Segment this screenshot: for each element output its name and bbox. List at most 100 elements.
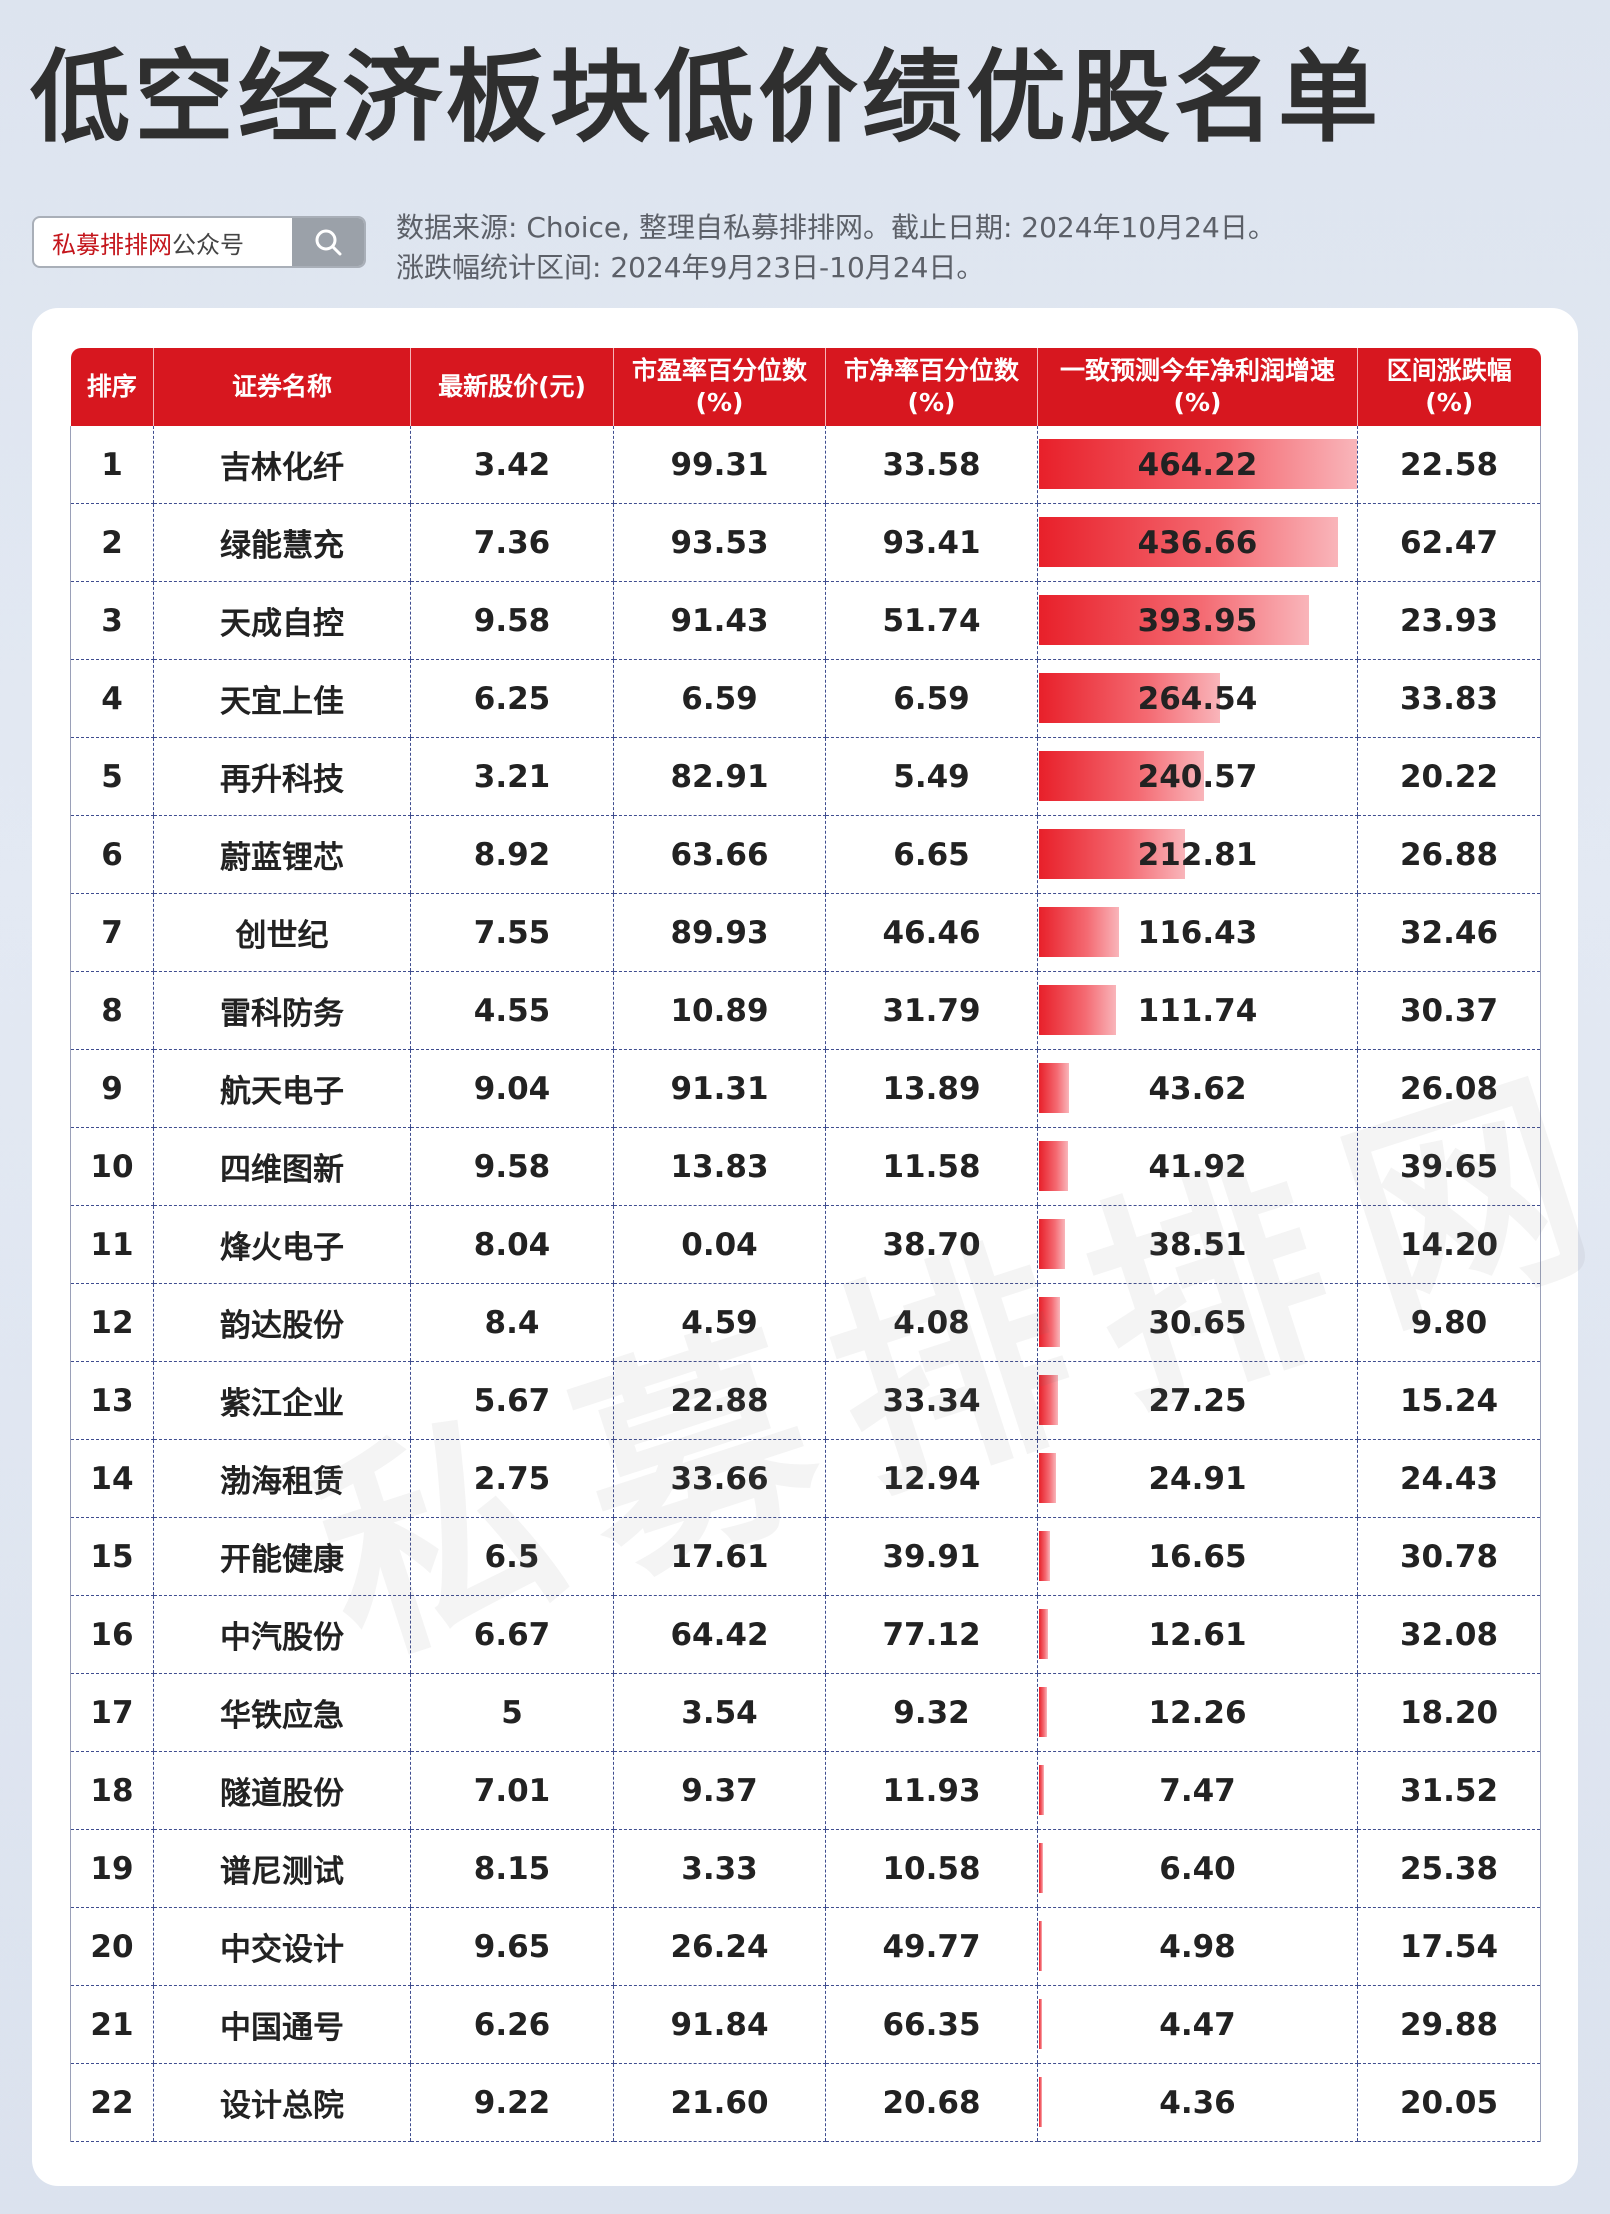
column-header: 一致预测今年净利润增速 (%) (1037, 348, 1358, 426)
rank-cell: 10 (70, 1127, 154, 1206)
change-cell: 25.38 (1357, 1829, 1541, 1908)
pe-percentile-cell: 26.24 (613, 1907, 826, 1986)
change-cell: 39.65 (1357, 1127, 1541, 1206)
change-cell: 18.20 (1357, 1673, 1541, 1752)
column-header: 证券名称 (153, 348, 411, 426)
growth-value: 24.91 (1148, 1460, 1247, 1497)
search-button[interactable] (292, 218, 364, 266)
rank-cell: 9 (70, 1049, 154, 1128)
pb-percentile-cell: 33.34 (825, 1361, 1038, 1440)
stock-name-cell: 华铁应急 (153, 1673, 411, 1752)
rank-cell: 5 (70, 737, 154, 816)
growth-bar (1039, 2077, 1042, 2127)
growth-cell: 111.74 (1037, 971, 1358, 1050)
table-row: 6 蔚蓝锂芯 8.92 63.66 6.65 212.81 26.88 (70, 815, 1541, 894)
growth-value: 12.61 (1148, 1616, 1247, 1653)
growth-cell: 4.47 (1037, 1985, 1358, 2064)
pe-percentile-cell: 21.60 (613, 2063, 826, 2142)
page-title: 低空经济板块低价绩优股名单 (30, 39, 1382, 156)
change-cell: 26.08 (1357, 1049, 1541, 1128)
rank-cell: 20 (70, 1907, 154, 1986)
growth-bar (1039, 595, 1309, 645)
table-row: 3 天成自控 9.58 91.43 51.74 393.95 23.93 (70, 581, 1541, 660)
growth-cell: 264.54 (1037, 659, 1358, 738)
growth-bar (1039, 517, 1339, 567)
growth-cell: 43.62 (1037, 1049, 1358, 1128)
pe-percentile-cell: 9.37 (613, 1751, 826, 1830)
growth-bar (1039, 1531, 1051, 1581)
change-cell: 22.58 (1357, 426, 1541, 504)
stock-name-cell: 雷科防务 (153, 971, 411, 1050)
change-cell: 29.88 (1357, 1985, 1541, 2064)
price-cell: 6.26 (410, 1985, 614, 2064)
growth-cell: 4.36 (1037, 2063, 1358, 2142)
pb-percentile-cell: 6.65 (825, 815, 1038, 894)
growth-bar (1039, 1063, 1069, 1113)
rank-cell: 18 (70, 1751, 154, 1830)
growth-value: 4.98 (1159, 1928, 1236, 1965)
rank-cell: 12 (70, 1283, 154, 1362)
stock-name-cell: 四维图新 (153, 1127, 411, 1206)
table-row: 19 谱尼测试 8.15 3.33 10.58 6.40 25.38 (70, 1829, 1541, 1908)
table-row: 18 隧道股份 7.01 9.37 11.93 7.47 31.52 (70, 1751, 1541, 1830)
price-cell: 6.25 (410, 659, 614, 738)
pb-percentile-cell: 31.79 (825, 971, 1038, 1050)
rank-cell: 13 (70, 1361, 154, 1440)
price-cell: 5.67 (410, 1361, 614, 1440)
table-row: 16 中汽股份 6.67 64.42 77.12 12.61 32.08 (70, 1595, 1541, 1674)
stock-name-cell: 设计总院 (153, 2063, 411, 2142)
pb-percentile-cell: 66.35 (825, 1985, 1038, 2064)
change-cell: 32.46 (1357, 893, 1541, 972)
price-cell: 5 (410, 1673, 614, 1752)
price-cell: 8.4 (410, 1283, 614, 1362)
growth-bar (1039, 1297, 1060, 1347)
column-header: 区间涨跌幅 (%) (1357, 348, 1541, 426)
change-cell: 30.78 (1357, 1517, 1541, 1596)
pe-percentile-cell: 91.43 (613, 581, 826, 660)
growth-value: 393.95 (1137, 602, 1258, 639)
growth-value: 264.54 (1137, 680, 1258, 717)
stock-name-cell: 再升科技 (153, 737, 411, 816)
growth-value: 6.40 (1159, 1850, 1236, 1887)
growth-cell: 38.51 (1037, 1205, 1358, 1284)
stock-name-cell: 紫江企业 (153, 1361, 411, 1440)
table-row: 22 设计总院 9.22 21.60 20.68 4.36 20.05 (70, 2063, 1541, 2142)
growth-cell: 436.66 (1037, 503, 1358, 582)
price-cell: 9.04 (410, 1049, 614, 1128)
pb-percentile-cell: 20.68 (825, 2063, 1038, 2142)
growth-value: 7.47 (1159, 1772, 1236, 1809)
growth-bar (1039, 1453, 1057, 1503)
growth-cell: 27.25 (1037, 1361, 1358, 1440)
growth-cell: 240.57 (1037, 737, 1358, 816)
growth-cell: 41.92 (1037, 1127, 1358, 1206)
growth-bar (1039, 985, 1116, 1035)
growth-bar (1039, 1375, 1058, 1425)
search-brand: 私募排排网 (52, 230, 172, 259)
table-row: 5 再升科技 3.21 82.91 5.49 240.57 20.22 (70, 737, 1541, 816)
price-cell: 9.58 (410, 581, 614, 660)
pe-percentile-cell: 33.66 (613, 1439, 826, 1518)
rank-cell: 8 (70, 971, 154, 1050)
change-cell: 23.93 (1357, 581, 1541, 660)
table-row: 12 韵达股份 8.4 4.59 4.08 30.65 9.80 (70, 1283, 1541, 1362)
source-note: 数据来源: Choice, 整理自私募排排网。截止日期: 2024年10月24日… (396, 211, 1276, 284)
price-cell: 8.15 (410, 1829, 614, 1908)
rank-cell: 11 (70, 1205, 154, 1284)
change-cell: 15.24 (1357, 1361, 1541, 1440)
change-cell: 30.37 (1357, 971, 1541, 1050)
pb-percentile-cell: 11.58 (825, 1127, 1038, 1206)
table-row: 11 烽火电子 8.04 0.04 38.70 38.51 14.20 (70, 1205, 1541, 1284)
price-cell: 4.55 (410, 971, 614, 1050)
rank-cell: 19 (70, 1829, 154, 1908)
growth-bar (1039, 1687, 1048, 1737)
search-box[interactable]: 私募排排网 公众号 (32, 216, 366, 268)
price-cell: 8.04 (410, 1205, 614, 1284)
table-row: 2 绿能慧充 7.36 93.53 93.41 436.66 62.47 (70, 503, 1541, 582)
pe-percentile-cell: 82.91 (613, 737, 826, 816)
change-cell: 31.52 (1357, 1751, 1541, 1830)
growth-value: 12.26 (1148, 1694, 1247, 1731)
growth-value: 464.22 (1137, 446, 1258, 483)
change-cell: 24.43 (1357, 1439, 1541, 1518)
table-row: 17 华铁应急 5 3.54 9.32 12.26 18.20 (70, 1673, 1541, 1752)
price-cell: 9.65 (410, 1907, 614, 1986)
